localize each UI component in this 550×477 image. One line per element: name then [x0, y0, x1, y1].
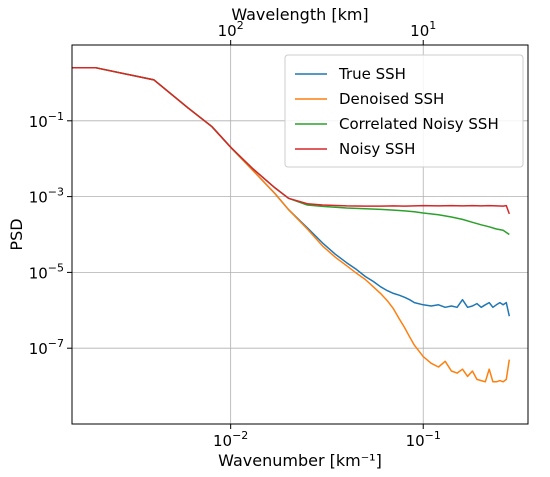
x-tick-label: 10−2	[213, 429, 248, 450]
x-tick-exp: −2	[232, 429, 248, 442]
y-tick-base: 10	[29, 340, 48, 358]
series-lines	[72, 67, 511, 383]
y-tick-base: 10	[29, 264, 48, 282]
top-axis-label: Wavelength [km]	[231, 5, 368, 24]
y-tick-exp: −1	[48, 110, 64, 123]
x-tick-base: 10	[213, 432, 232, 450]
legend-label-denoised-ssh: Denoised SSH	[339, 90, 444, 108]
plot-frame	[71, 44, 529, 425]
top-tick-base: 10	[410, 22, 429, 40]
x-tick-label: 10−1	[406, 429, 441, 450]
y-tick-exp: −3	[48, 186, 64, 199]
x-tick-exp: −1	[425, 429, 441, 442]
legend-box	[284, 54, 524, 168]
y-tick-label: 10−3	[29, 186, 64, 207]
top-tick-label: 101	[410, 19, 436, 40]
y-tick-base: 10	[29, 113, 48, 131]
x-axis-label: Wavenumber [km⁻¹]	[218, 451, 382, 470]
series-line-denoised-ssh	[72, 67, 511, 383]
y-tick-exp: −7	[48, 337, 64, 350]
legend-label-correlated-noisy-ssh: Correlated Noisy SSH	[339, 115, 499, 133]
top-tick-exp: 1	[429, 19, 436, 32]
top-tick-label: 102	[218, 19, 244, 40]
legend-label-true-ssh: True SSH	[338, 65, 406, 83]
y-tick-exp: −5	[48, 261, 64, 274]
legend-label-noisy-ssh: Noisy SSH	[339, 140, 415, 158]
y-tick-label: 10−1	[29, 110, 64, 131]
y-axis-label: PSD	[7, 218, 26, 250]
y-tick-label: 10−5	[29, 261, 64, 282]
y-tick-label: 10−7	[29, 337, 64, 358]
y-tick-base: 10	[29, 189, 48, 207]
legend: True SSH Denoised SSH Correlated Noisy S…	[284, 54, 524, 168]
x-tick-base: 10	[406, 432, 425, 450]
top-tick-exp: 2	[237, 19, 244, 32]
series-line-noisy-ssh	[72, 67, 511, 215]
top-tick-base: 10	[218, 22, 237, 40]
